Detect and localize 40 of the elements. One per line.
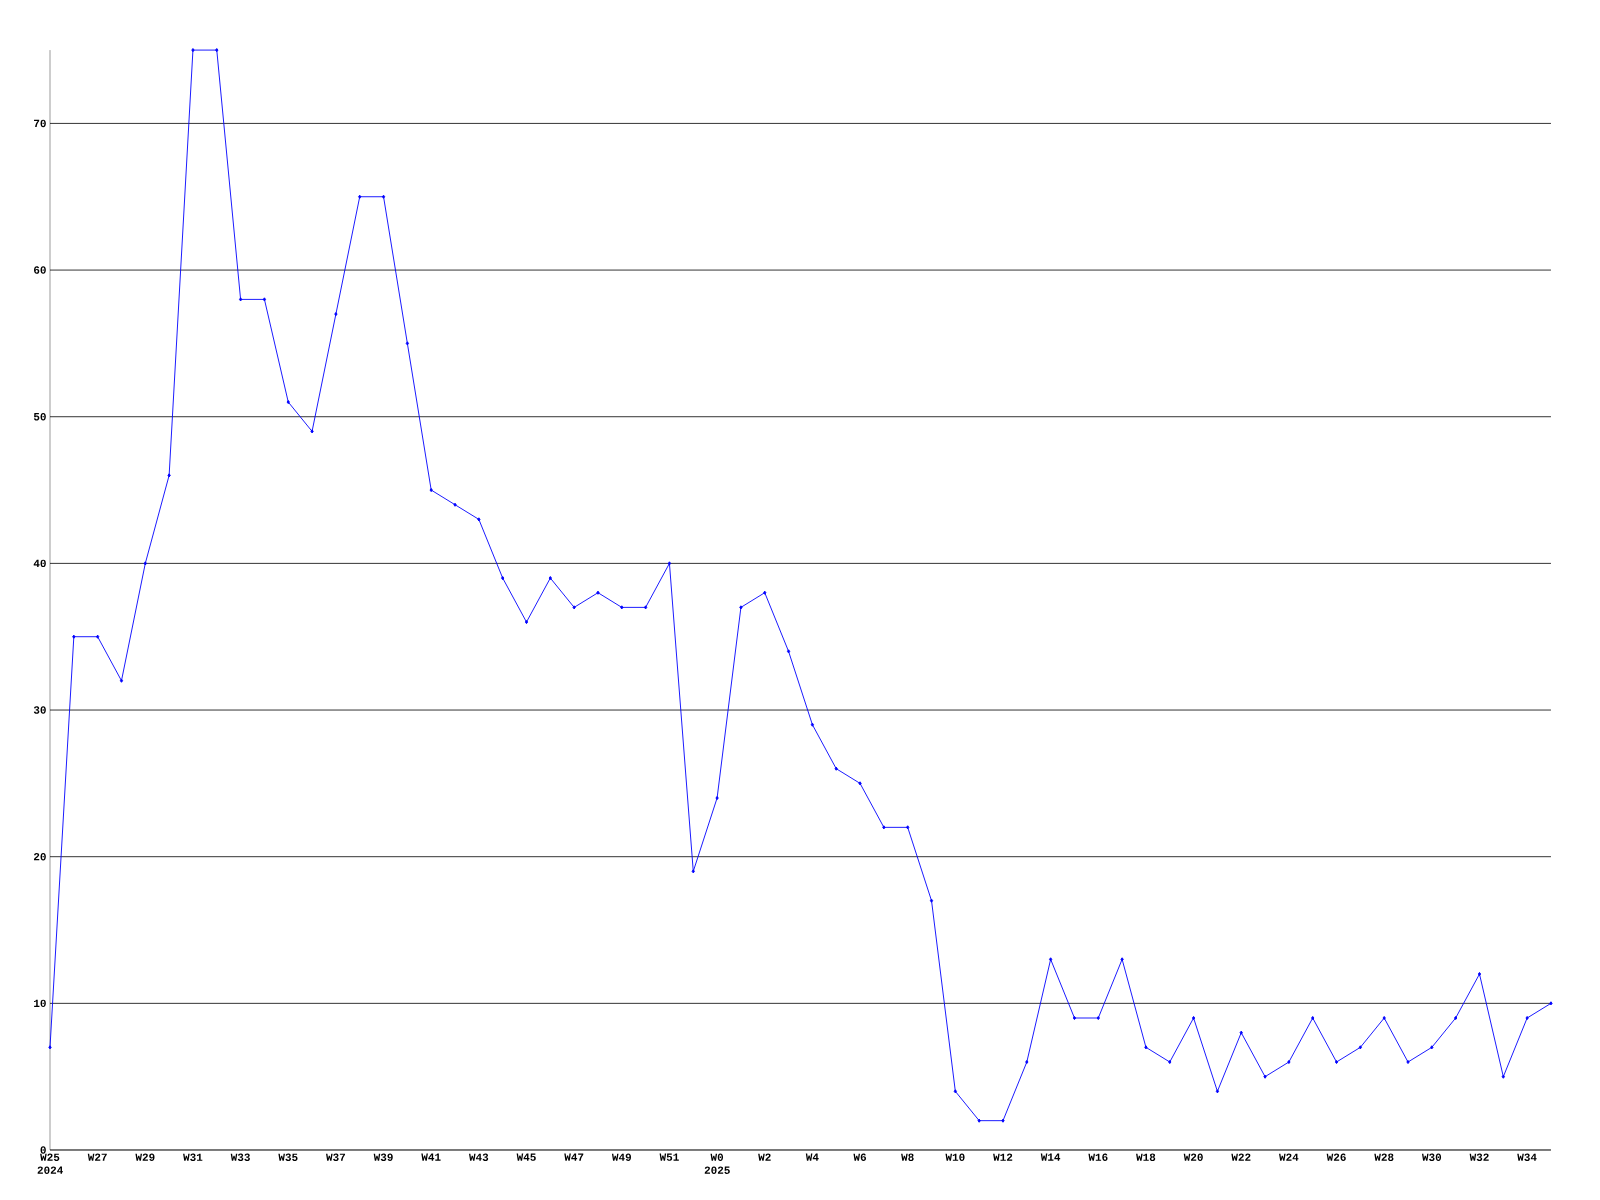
x-tick-label: W14 xyxy=(1040,1153,1061,1161)
x-tick-label: W30 xyxy=(1421,1153,1442,1161)
x-tick-label: W45 xyxy=(516,1153,536,1161)
x-tick-label: W10 xyxy=(945,1153,965,1161)
x-tick-label: W12 xyxy=(993,1153,1013,1161)
y-tick-label: 0 xyxy=(40,1146,46,1154)
x-tick-label: W43 xyxy=(468,1153,489,1161)
x-tick-label: W32 xyxy=(1469,1153,1489,1161)
y-tick-label: 30 xyxy=(33,706,46,714)
x-tick-label: W2 xyxy=(758,1153,771,1161)
y-tick-label: 60 xyxy=(34,266,46,274)
x-tick-label: W26 xyxy=(1326,1153,1346,1161)
y-tick-label: 10 xyxy=(34,999,46,1008)
y-tick-label: 50 xyxy=(33,413,46,421)
y-tick-label: 40 xyxy=(33,559,46,568)
y-tick-label: 70 xyxy=(34,119,46,128)
x-tick-label: W24 xyxy=(1279,1153,1299,1161)
x-tick-label: W34 xyxy=(1517,1153,1537,1161)
x-tick-label: W35 xyxy=(278,1153,298,1161)
x-tick-label: W8 xyxy=(901,1153,914,1161)
x-tick-label: W6 xyxy=(853,1153,867,1161)
x-tick-label: W0 2025 xyxy=(704,1153,730,1174)
x-tick-label: W20 xyxy=(1183,1153,1203,1161)
x-tick-label: W29 xyxy=(135,1153,155,1161)
x-tick-label: W28 xyxy=(1374,1153,1394,1161)
x-tick-label: W4 xyxy=(805,1153,819,1161)
x-tick-label: W22 xyxy=(1231,1153,1251,1161)
y-tick-label: 20 xyxy=(33,852,46,861)
x-tick-label: W41 xyxy=(421,1153,441,1161)
x-tick-label: W31 xyxy=(183,1153,203,1161)
x-tick-label: W51 xyxy=(659,1153,679,1161)
x-tick-label: W39 xyxy=(373,1153,393,1161)
x-tick-label: W49 xyxy=(611,1153,632,1161)
x-tick-label: W47 xyxy=(564,1153,584,1161)
x-tick-label: W25 2024 xyxy=(37,1153,63,1174)
x-tick-label: W27 xyxy=(87,1153,107,1161)
x-tick-label: W18 xyxy=(1136,1153,1156,1161)
x-tick-label: W16 xyxy=(1088,1153,1108,1161)
x-tick-label: W33 xyxy=(230,1153,250,1161)
x-tick-label: W37 xyxy=(326,1153,346,1161)
